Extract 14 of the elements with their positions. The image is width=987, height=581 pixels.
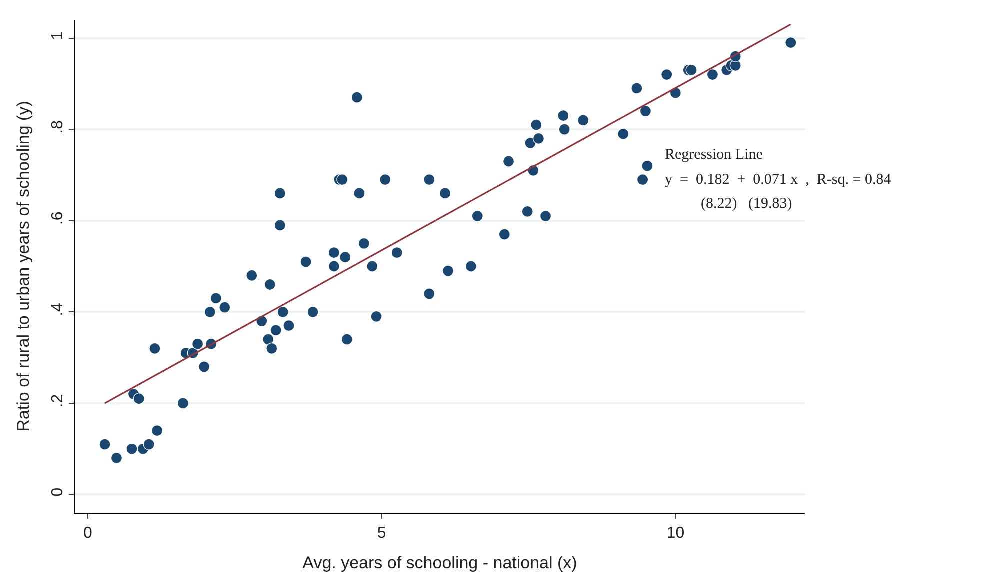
y-tick-label: .2 [50,394,67,408]
x-tick-label: 5 [377,525,386,542]
y-tick-label: 1 [50,31,67,40]
annotation: (8.22) (19.83) [701,196,792,212]
x-tick-label: 0 [83,525,92,542]
annotation: y = 0.182 + 0.071 x , R-sq. = 0.84 [665,172,892,188]
annotation: Regression Line [665,147,764,163]
y-tick-label: .6 [50,212,67,226]
y-axis-title: Ratio of rural to urban years of schooling (y) [14,101,34,432]
y-tick-label: .8 [50,120,67,134]
y-tick-label: 0 [50,488,67,497]
x-axis-title: Avg. years of schooling - national (x) [302,554,578,573]
x-tick-label: 10 [666,525,685,542]
y-tick-label: .4 [50,302,67,316]
